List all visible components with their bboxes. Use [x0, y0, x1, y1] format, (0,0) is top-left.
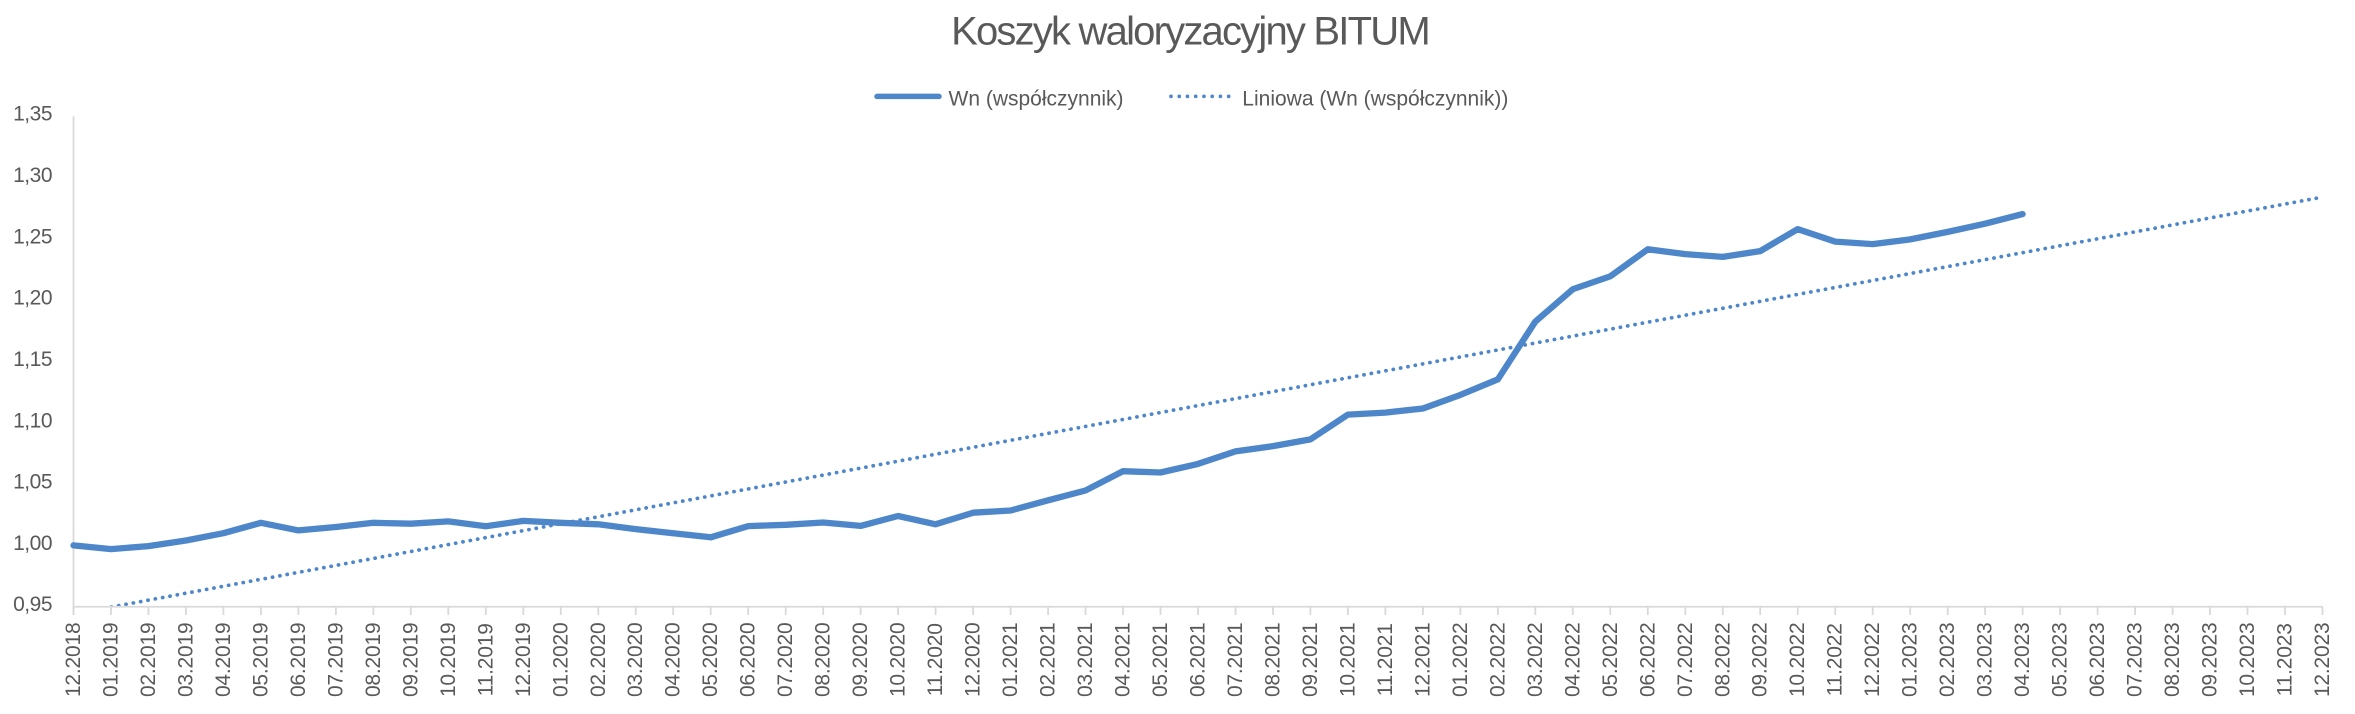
svg-text:07.2023: 07.2023 — [2124, 623, 2147, 698]
svg-text:02.2022: 02.2022 — [1486, 623, 1509, 698]
svg-text:06.2023: 06.2023 — [2086, 623, 2109, 698]
svg-text:11.2021: 11.2021 — [1374, 623, 1397, 696]
svg-text:03.2019: 03.2019 — [174, 623, 197, 698]
svg-text:1,35: 1,35 — [13, 103, 52, 126]
svg-text:05.2023: 05.2023 — [2049, 623, 2072, 698]
svg-text:12.2018: 12.2018 — [62, 623, 85, 698]
svg-text:02.2023: 02.2023 — [1936, 623, 1959, 698]
svg-text:12.2020: 12.2020 — [962, 623, 985, 698]
svg-text:09.2019: 09.2019 — [399, 623, 422, 698]
svg-text:02.2021: 02.2021 — [1037, 623, 1060, 698]
svg-text:09.2023: 09.2023 — [2199, 623, 2222, 698]
svg-text:1,05: 1,05 — [13, 471, 52, 494]
svg-text:06.2022: 06.2022 — [1636, 623, 1659, 698]
svg-text:04.2023: 04.2023 — [2011, 623, 2034, 698]
svg-text:08.2021: 08.2021 — [1262, 623, 1285, 698]
svg-text:01.2021: 01.2021 — [999, 623, 1022, 698]
svg-text:06.2020: 06.2020 — [737, 623, 760, 698]
svg-text:Liniowa (Wn (współczynnik)): Liniowa (Wn (współczynnik)) — [1242, 88, 1508, 111]
svg-text:10.2023: 10.2023 — [2236, 623, 2259, 698]
svg-text:01.2019: 01.2019 — [100, 623, 123, 698]
svg-text:06.2021: 06.2021 — [1187, 623, 1210, 698]
svg-text:02.2020: 02.2020 — [587, 623, 610, 698]
svg-text:09.2020: 09.2020 — [849, 623, 872, 698]
svg-text:01.2022: 01.2022 — [1449, 623, 1472, 698]
svg-text:10.2021: 10.2021 — [1336, 623, 1359, 698]
svg-text:12.2019: 12.2019 — [512, 623, 535, 698]
svg-text:02.2019: 02.2019 — [137, 623, 160, 698]
svg-text:08.2022: 08.2022 — [1711, 623, 1734, 698]
svg-text:1,20: 1,20 — [13, 287, 52, 310]
svg-text:12.2022: 12.2022 — [1861, 623, 1884, 698]
svg-text:07.2019: 07.2019 — [324, 623, 347, 698]
svg-text:11.2023: 11.2023 — [2274, 623, 2297, 696]
svg-text:Wn (współczynnik): Wn (współczynnik) — [949, 88, 1124, 111]
svg-text:03.2020: 03.2020 — [624, 623, 647, 698]
svg-text:05.2022: 05.2022 — [1599, 623, 1622, 698]
svg-text:10.2020: 10.2020 — [887, 623, 910, 698]
svg-text:04.2019: 04.2019 — [212, 623, 235, 698]
svg-text:04.2021: 04.2021 — [1112, 623, 1135, 698]
svg-text:04.2022: 04.2022 — [1561, 623, 1584, 698]
svg-text:10.2019: 10.2019 — [437, 623, 460, 698]
svg-text:09.2022: 09.2022 — [1749, 623, 1772, 698]
svg-text:11.2019: 11.2019 — [474, 623, 497, 696]
svg-text:Koszyk waloryzacyjny BITUM: Koszyk waloryzacyjny BITUM — [951, 10, 1429, 54]
svg-text:03.2022: 03.2022 — [1524, 623, 1547, 698]
svg-text:1,10: 1,10 — [13, 409, 52, 432]
svg-text:10.2022: 10.2022 — [1786, 623, 1809, 698]
svg-text:08.2023: 08.2023 — [2161, 623, 2184, 698]
svg-text:04.2020: 04.2020 — [662, 623, 685, 698]
svg-text:12.2021: 12.2021 — [1411, 623, 1434, 698]
svg-text:08.2020: 08.2020 — [812, 623, 835, 698]
svg-text:07.2020: 07.2020 — [774, 623, 797, 698]
svg-text:03.2021: 03.2021 — [1074, 623, 1097, 698]
svg-text:05.2020: 05.2020 — [699, 623, 722, 698]
svg-text:03.2023: 03.2023 — [1974, 623, 1997, 698]
svg-text:08.2019: 08.2019 — [362, 623, 385, 698]
svg-text:11.2022: 11.2022 — [1824, 623, 1847, 696]
svg-text:1,00: 1,00 — [13, 532, 52, 555]
svg-text:01.2023: 01.2023 — [1899, 623, 1922, 698]
svg-text:1,25: 1,25 — [13, 225, 52, 248]
svg-text:1,15: 1,15 — [13, 348, 52, 371]
svg-text:12.2023: 12.2023 — [2311, 623, 2334, 698]
svg-text:07.2022: 07.2022 — [1674, 623, 1697, 698]
svg-text:1,30: 1,30 — [13, 164, 52, 187]
svg-text:05.2019: 05.2019 — [249, 623, 272, 698]
svg-text:06.2019: 06.2019 — [287, 623, 310, 698]
svg-text:09.2021: 09.2021 — [1299, 623, 1322, 698]
svg-text:0,95: 0,95 — [13, 593, 52, 616]
svg-text:05.2021: 05.2021 — [1149, 623, 1172, 698]
svg-text:11.2020: 11.2020 — [924, 623, 947, 696]
svg-text:01.2020: 01.2020 — [549, 623, 572, 698]
svg-text:07.2021: 07.2021 — [1224, 623, 1247, 698]
